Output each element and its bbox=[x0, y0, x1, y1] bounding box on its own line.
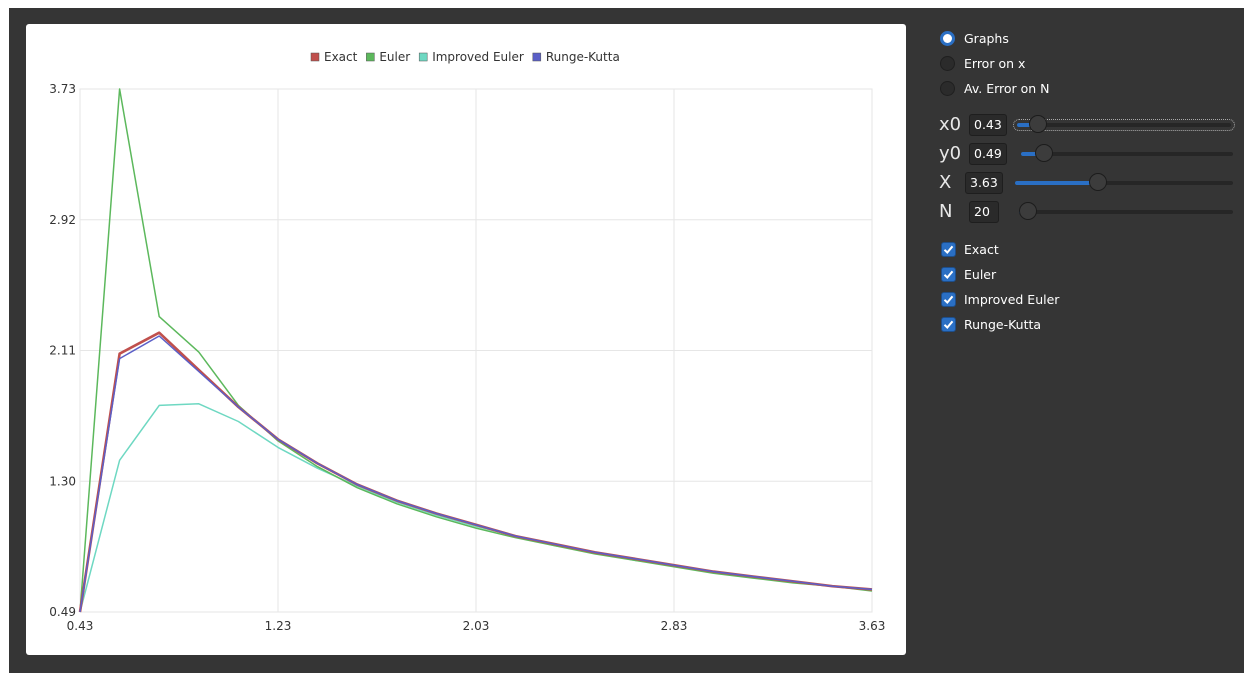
checkbox-runge-kutta[interactable] bbox=[941, 317, 956, 332]
y-tick-label: 1.30 bbox=[49, 474, 76, 488]
radio-graphs[interactable]: Graphs bbox=[939, 26, 1239, 51]
checkbox-euler[interactable] bbox=[941, 267, 956, 282]
y0-slider-fill bbox=[1021, 152, 1044, 156]
check-icon bbox=[943, 245, 954, 254]
legend-swatch-euler bbox=[366, 52, 375, 62]
series-toggle-group: Exact Euler Improved Euler Runge-Kutta bbox=[939, 237, 1239, 337]
radio-label-error-on-x: Error on x bbox=[964, 56, 1026, 71]
radio-button-error-on-x[interactable] bbox=[940, 56, 955, 71]
chart-panel: 0.43 1.23 2.03 2.83 3.63 0.49 1.30 2.11 2.92 3.73… bbox=[26, 24, 906, 655]
toggle-exact[interactable]: Exact bbox=[939, 237, 1239, 262]
radio-label-graphs: Graphs bbox=[964, 31, 1009, 46]
X-slider-handle[interactable] bbox=[1089, 173, 1107, 191]
toggle-euler[interactable]: Euler bbox=[939, 262, 1239, 287]
y0-input[interactable]: 0.49 bbox=[969, 142, 1007, 165]
N-slider[interactable] bbox=[1019, 202, 1233, 220]
y0-slider[interactable] bbox=[1021, 144, 1233, 162]
y-tick-label: 0.49 bbox=[49, 605, 76, 619]
legend-label-improved-euler: Improved Euler bbox=[432, 50, 524, 64]
param-row-N: N 20 bbox=[939, 197, 1239, 226]
x-tick-label: 2.03 bbox=[463, 619, 490, 633]
toggle-runge-kutta[interactable]: Runge-Kutta bbox=[939, 312, 1239, 337]
y-tick-label: 2.11 bbox=[49, 344, 76, 358]
param-label-N: N bbox=[939, 201, 953, 222]
param-row-y0: y0 0.49 bbox=[939, 139, 1239, 168]
param-row-x0: x0 0.43 bbox=[939, 110, 1239, 139]
radio-button-graphs[interactable] bbox=[940, 31, 955, 46]
legend-swatch-exact bbox=[310, 52, 320, 62]
x-tick-label: 3.63 bbox=[859, 619, 886, 633]
param-row-X: X 3.63 bbox=[939, 168, 1239, 197]
checkbox-exact[interactable] bbox=[941, 242, 956, 257]
mode-radio-group: Graphs Error on x Av. Error on N bbox=[939, 26, 1239, 101]
N-slider-handle[interactable] bbox=[1019, 202, 1037, 220]
legend-label-runge-kutta: Runge-Kutta bbox=[546, 50, 620, 64]
X-input[interactable]: 3.63 bbox=[965, 171, 1003, 194]
app-window: 0.43 1.23 2.03 2.83 3.63 0.49 1.30 2.11 2.92 3.73… bbox=[9, 8, 1244, 673]
check-icon bbox=[943, 270, 954, 279]
x0-slider-handle[interactable] bbox=[1028, 115, 1047, 133]
radio-error-on-x[interactable]: Error on x bbox=[939, 51, 1239, 76]
x-tick-label: 2.83 bbox=[661, 619, 688, 633]
N-input[interactable]: 20 bbox=[969, 200, 999, 223]
X-slider-fill bbox=[1015, 181, 1098, 185]
legend-swatch-runge-kutta bbox=[532, 52, 542, 62]
legend-label-euler: Euler bbox=[379, 50, 410, 64]
x0-slider[interactable] bbox=[1013, 115, 1235, 133]
radio-label-av-error-on-n: Av. Error on N bbox=[964, 81, 1050, 96]
param-label-y0: y0 bbox=[939, 143, 962, 164]
toggle-label-exact: Exact bbox=[964, 242, 999, 257]
X-slider[interactable] bbox=[1015, 173, 1233, 191]
y-tick-label: 3.73 bbox=[49, 82, 76, 96]
series-line-euler bbox=[79, 88, 873, 613]
radio-button-av-error-on-n[interactable] bbox=[940, 81, 955, 96]
toggle-label-improved-euler: Improved Euler bbox=[964, 292, 1060, 307]
legend-swatch-improved-euler bbox=[418, 52, 428, 62]
series-line-runge-kutta bbox=[79, 335, 873, 613]
legend-label-exact: Exact bbox=[324, 50, 358, 64]
toggle-improved-euler[interactable]: Improved Euler bbox=[939, 287, 1239, 312]
line-chart: 0.43 1.23 2.03 2.83 3.63 0.49 1.30 2.11 2.92 3.73… bbox=[49, 50, 886, 633]
x0-slider-fill bbox=[1017, 123, 1038, 127]
y0-slider-handle[interactable] bbox=[1034, 144, 1053, 162]
x-tick-label: 0.43 bbox=[67, 619, 94, 633]
param-label-X: X bbox=[939, 172, 952, 193]
toggle-label-euler: Euler bbox=[964, 267, 997, 282]
check-icon bbox=[943, 295, 954, 304]
x0-input[interactable]: 0.43 bbox=[969, 113, 1007, 136]
radio-av-error-on-n[interactable]: Av. Error on N bbox=[939, 76, 1239, 101]
checkbox-improved-euler[interactable] bbox=[941, 292, 956, 307]
chart-legend: Exact Euler Improved Euler Runge-Kutta bbox=[310, 50, 620, 64]
param-label-x0: x0 bbox=[939, 114, 962, 135]
toggle-label-runge-kutta: Runge-Kutta bbox=[964, 317, 1042, 332]
check-icon bbox=[943, 320, 954, 329]
x-tick-label: 1.23 bbox=[265, 619, 292, 633]
controls-panel: Graphs Error on x Av. Error on N x0 0.43… bbox=[939, 26, 1239, 337]
y-tick-label: 2.92 bbox=[49, 213, 76, 227]
